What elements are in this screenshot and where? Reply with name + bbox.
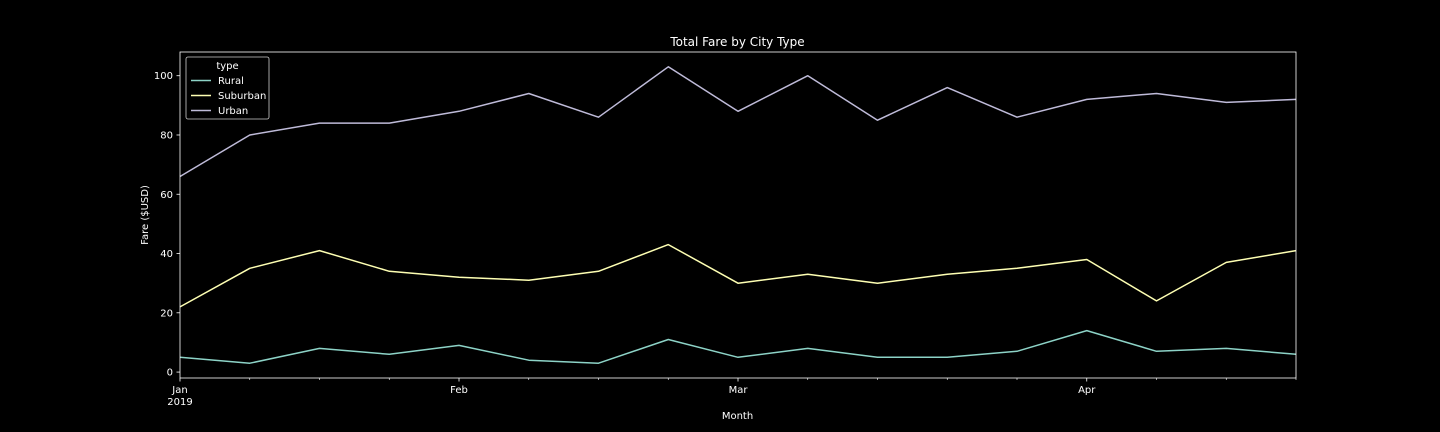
legend-label-rural: Rural <box>218 76 244 87</box>
series-group <box>179 66 1297 364</box>
legend-title: type <box>216 61 238 72</box>
series-line-rural <box>179 329 1297 364</box>
y-tick-label: 20 <box>160 308 173 319</box>
chart-title: Total Fare by City Type <box>669 35 804 49</box>
series-line-suburban <box>179 243 1297 308</box>
y-tick-label: 100 <box>154 71 173 82</box>
series-line-urban <box>179 66 1297 178</box>
x-tick-sublabel: 2019 <box>167 397 192 408</box>
legend-label-suburban: Suburban <box>218 91 266 102</box>
y-axis-label: Fare ($USD) <box>140 185 151 245</box>
y-tick-label: 80 <box>160 130 173 141</box>
x-tick-label: Jan <box>171 385 187 396</box>
plot-frame <box>179 51 1297 379</box>
x-tick-label: Apr <box>1078 385 1096 396</box>
y-tick-label: 40 <box>160 249 173 260</box>
y-tick-label: 60 <box>160 190 173 201</box>
y-tick-label: 0 <box>167 368 173 379</box>
legend-frame <box>185 56 270 120</box>
legend-label-urban: Urban <box>218 106 248 117</box>
x-tick-label: Mar <box>729 385 749 396</box>
legend: type Rural Suburban Urban <box>185 56 270 120</box>
x-axis-label: Month <box>722 411 753 422</box>
x-tick-label: Feb <box>450 385 468 396</box>
